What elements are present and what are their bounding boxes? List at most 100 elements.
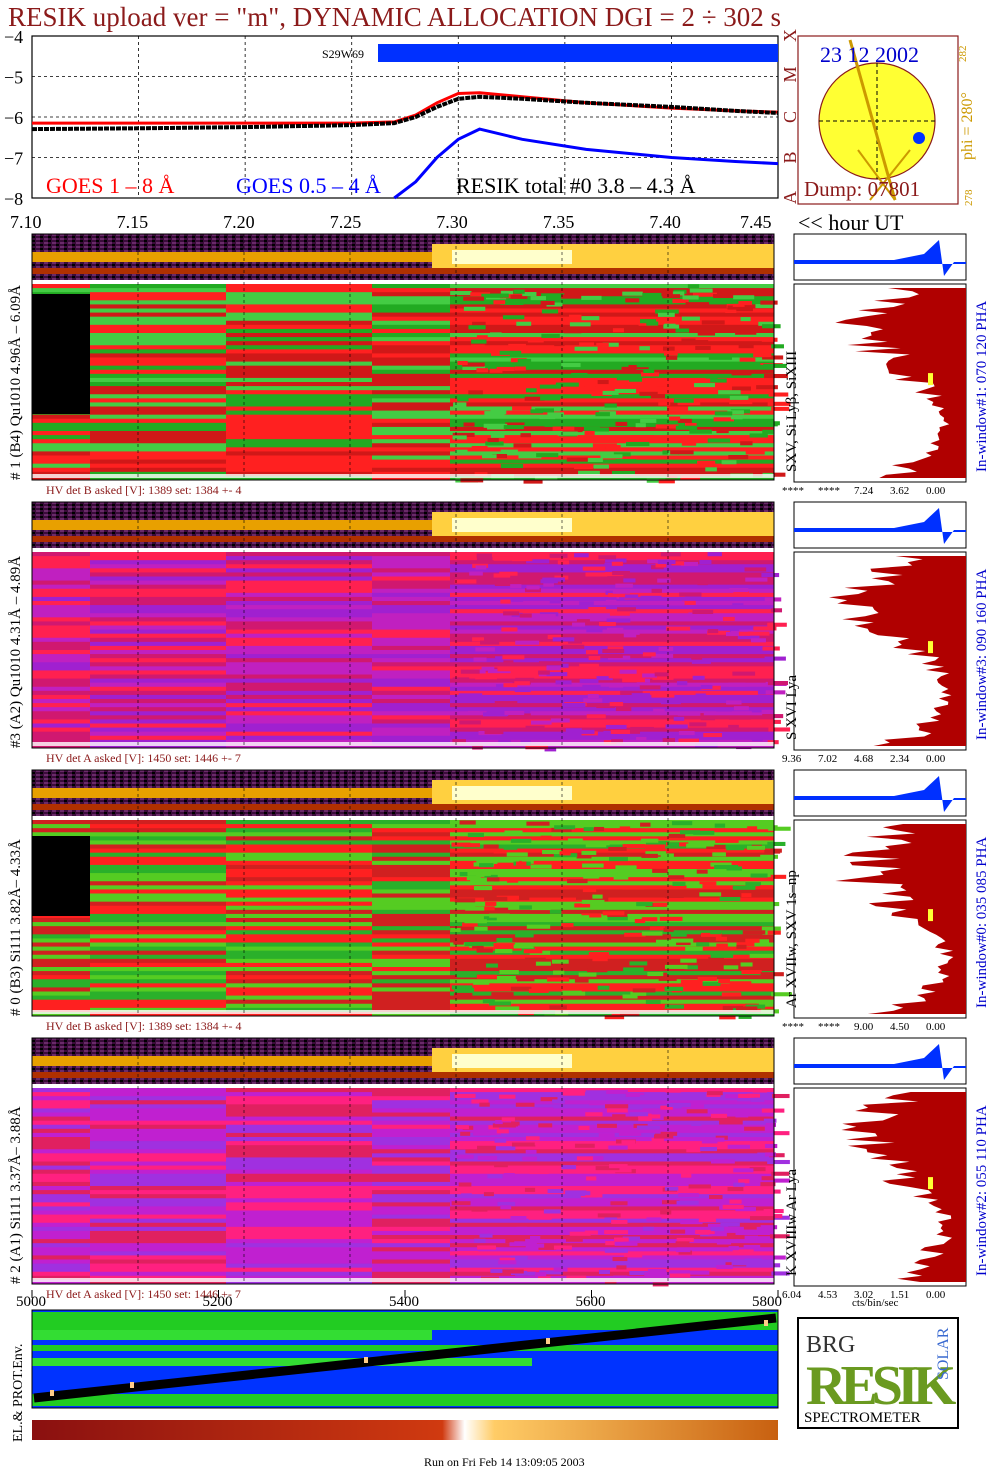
phi-low: 278: [963, 189, 975, 206]
hist-marker: [928, 373, 933, 386]
legend-resik: RESIK total #0 3.8 – 4.3 Å: [456, 173, 696, 198]
panel-left-label: # 1 (B4) Qu1010 4.96Å – 6.09Å: [8, 285, 24, 480]
bottom-tick-label: 5400: [389, 1294, 419, 1310]
flare-marker: [913, 132, 925, 144]
window-label: In-window#3: 090 160 PHA: [974, 569, 990, 740]
hist-tick-label: 4.68: [854, 753, 874, 765]
hv-label: HV det B asked [V]: 1389 set: 1384 +- 4: [46, 1019, 242, 1033]
hist-tick-label: 7.02: [818, 753, 837, 765]
logo-letters: RESIK: [806, 1355, 957, 1417]
small-hist: [794, 240, 966, 276]
hist-tick-label: ****: [782, 485, 804, 497]
hist-tick-label: ****: [818, 485, 840, 497]
class-letter: C: [780, 111, 800, 123]
logo-solar: SOLAR: [935, 1327, 952, 1380]
class-letter: A: [780, 191, 800, 204]
x-tick-label: 7.10: [10, 212, 42, 232]
sun-date: 23 12 2002: [820, 42, 919, 67]
dump-label: Dump: 07801: [804, 177, 920, 201]
x-tick-label: 7.40: [649, 212, 681, 232]
run-footer: Run on Fri Feb 14 13:09:05 2003: [424, 1455, 585, 1469]
x-tick-label: 7.25: [330, 212, 362, 232]
y-tick-label: −4: [4, 27, 23, 47]
hv-label: HV det A asked [V]: 1450 set: 1446 +- 7: [46, 751, 241, 765]
legend-goes-short: GOES 0.5 – 4 Å: [236, 173, 381, 198]
line-label: Ar XVIIw, SXV 1s–np: [784, 870, 800, 1008]
x-tick-label: 7.30: [436, 212, 468, 232]
hv-label: HV det A asked [V]: 1450 set: 1446 +- 7: [46, 1287, 241, 1301]
phi-label: phi = 280°: [959, 92, 976, 160]
spectral-panel-0: HV det B asked [V]: 1389 set: 1384 +- 4 #…: [8, 233, 990, 497]
logo-word: SPECTROMETER: [804, 1410, 921, 1426]
hist-tick-label: 3.02: [854, 1289, 873, 1301]
x-tick-label: 7.20: [223, 212, 255, 232]
class-letter: B: [780, 151, 800, 163]
window-label: In-window#1: 070 120 PHA: [974, 301, 990, 472]
bottom-x-ticks: 5000 5200 5400 5600 5800: [16, 1290, 782, 1310]
big-hist: [829, 556, 966, 746]
y-tick-label: −6: [4, 108, 23, 128]
spectral-panel-1: HV det A asked [V]: 1450 set: 1446 +- 7 #…: [8, 501, 990, 765]
legend-goes-long: GOES 1 – 8 Å: [46, 173, 174, 198]
region-bar: [378, 44, 778, 62]
y-tick-label: −8: [4, 189, 23, 209]
hist-tick-label: ****: [782, 1021, 804, 1033]
y-tick-label: −5: [4, 68, 23, 88]
panel-left-label: # 0 (B3) Si111 3.82Å– 4.33Å: [8, 839, 24, 1016]
logo-brg: BRG: [806, 1332, 855, 1358]
panel-left-label: #3 (A2) Qu1010 4.31Å – 4.89Å: [8, 556, 24, 748]
lightcurve-y-ticks: −4 −5 −6 −7 −8: [4, 27, 23, 209]
spectral-panels: HV det B asked [V]: 1389 set: 1384 +- 4 #…: [8, 233, 990, 1309]
bottom-tick-label: 5600: [576, 1294, 606, 1310]
panel-left-label: # 2 (A1) Si111 3.37Å– 3.88Å: [8, 1106, 24, 1284]
hist-tick-label: 0.00: [926, 485, 946, 497]
x-tick-label: 7.35: [543, 212, 575, 232]
series-line-1: [393, 127, 779, 200]
big-hist: [835, 824, 966, 1014]
hist-tick-label: 4.50: [890, 1021, 910, 1033]
y-tick-label: −7: [4, 149, 23, 169]
hist-tick-label: 7.24: [854, 485, 874, 497]
hist-marker: [928, 641, 933, 654]
particle-ylabel: EL.& PROT.Env.: [11, 1344, 26, 1442]
small-hist: [794, 776, 966, 812]
window-label: In-window#0: 035 085 PHA: [974, 837, 990, 1008]
hist-tick-label: 1.51: [890, 1289, 909, 1301]
line-label: S XVI Lya: [784, 675, 800, 740]
resik-logo: BRG RESIK SOLAR SPECTROMETER: [797, 1317, 963, 1429]
class-letter: M: [780, 66, 800, 82]
x-tick-label: 7.45: [740, 212, 772, 232]
bottom-tick-label: 5800: [752, 1294, 782, 1310]
phi-sup: 282: [957, 46, 969, 63]
hist-marker: [928, 909, 933, 922]
region-label: S29W69: [322, 47, 364, 61]
hist-tick-label: 6.04: [782, 1289, 802, 1301]
lightcurve-x-ticks: 7.10 7.15 7.20 7.25 7.30 7.35 7.40 7.45: [10, 212, 772, 232]
bottom-tick-label: 5000: [16, 1294, 46, 1310]
lightcurve-plot: −4 −5 −6 −7 −8 S29W69 X M C B A GOES 1 – 8 Å GOE…: [4, 27, 800, 209]
small-hist: [794, 508, 966, 544]
small-hist: [794, 1044, 966, 1080]
hist-xlabel: cts/bin/sec: [852, 1297, 899, 1309]
hist-tick-label: 0.00: [926, 1021, 946, 1033]
series-line-2: [31, 94, 779, 132]
chart-title: RESIK upload ver = "m", DYNAMIC ALLOCATI…: [8, 2, 781, 32]
particle-panel: EL.& PROT.Env.: [11, 1309, 779, 1442]
hist-marker: [928, 1177, 933, 1190]
hist-tick-label: 0.00: [926, 753, 946, 765]
line-label: SXV, Si Lyβ, SiXIII: [784, 351, 800, 472]
bottom-tick-label: 5200: [203, 1294, 233, 1310]
hist-tick-label: 9.36: [782, 753, 802, 765]
hv-label: HV det B asked [V]: 1389 set: 1384 +- 4: [46, 483, 242, 497]
line-label: K XVIIIw Ar Lya: [784, 1169, 800, 1276]
window-label: In-window#2: 055 110 PHA: [974, 1105, 990, 1276]
class-letter: X: [780, 29, 800, 42]
sun-panel: 23 12 2002 Dump: 07801 phi = 280° 282 27…: [797, 35, 976, 206]
hist-tick-label: ****: [818, 1021, 840, 1033]
hist-tick-label: 2.34: [890, 753, 910, 765]
hist-tick-label: 9.00: [854, 1021, 874, 1033]
hist-tick-label: 3.62: [890, 485, 909, 497]
lightcurve-series: [31, 91, 779, 200]
spectral-panel-3: HV det A asked [V]: 1450 set: 1446 +- 7 #…: [8, 1037, 990, 1301]
